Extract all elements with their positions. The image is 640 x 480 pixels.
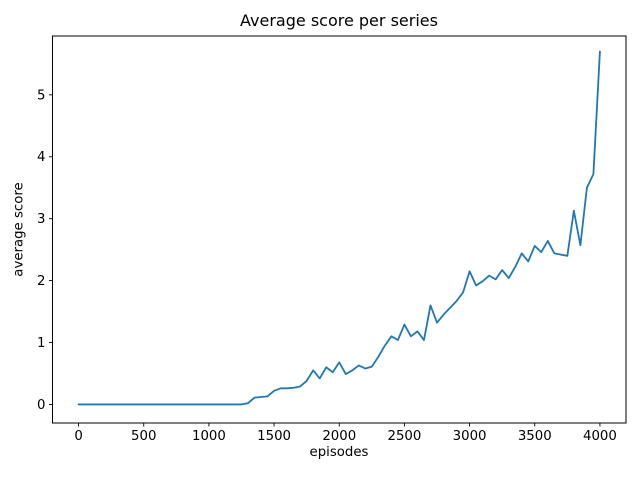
x-tick-label: 1500 — [257, 429, 291, 444]
y-tick-label: 1 — [37, 336, 45, 351]
x-tick-label: 0 — [74, 429, 82, 444]
x-axis-label: episodes — [309, 445, 369, 460]
y-tick-label: 5 — [37, 88, 45, 103]
y-tick-label: 3 — [37, 212, 45, 227]
x-tick-label: 2000 — [322, 429, 356, 444]
x-tick-label: 3000 — [453, 429, 487, 444]
x-tick-label: 500 — [131, 429, 156, 444]
y-tick-label: 0 — [37, 398, 45, 413]
chart-title: Average score per series — [240, 11, 438, 30]
y-axis-label: average score — [11, 181, 27, 277]
plot-frame — [52, 35, 627, 424]
x-tick-label: 2500 — [387, 429, 421, 444]
data-line — [77, 50, 601, 406]
x-tick-label: 4000 — [583, 429, 617, 444]
y-tick-label: 2 — [37, 274, 45, 289]
x-tick-label: 1000 — [192, 429, 226, 444]
y-tick-label: 4 — [37, 150, 45, 165]
x-tick-label: 3500 — [518, 429, 552, 444]
